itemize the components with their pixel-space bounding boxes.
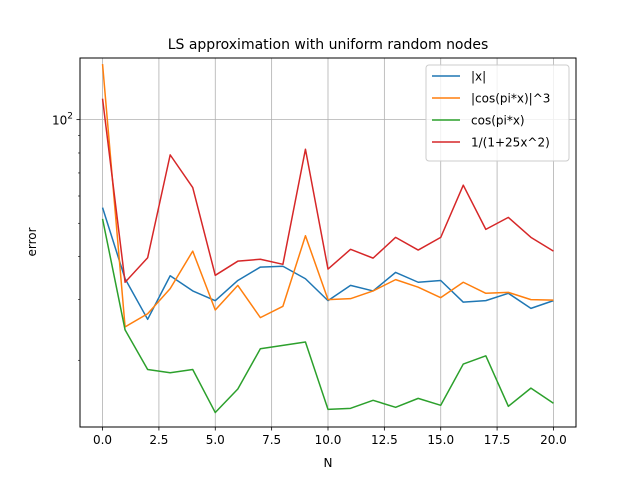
x-tick-label: 15.0 <box>427 433 454 447</box>
chart-title: LS approximation with uniform random nod… <box>168 37 489 53</box>
y-axis-label: error <box>25 227 39 256</box>
series-line-0 <box>101 207 554 321</box>
x-tick-label: 12.5 <box>371 433 398 447</box>
y-axis: 102 <box>52 112 80 361</box>
series-line-2 <box>101 218 554 414</box>
legend: |x| |cos(pi*x)|^3 cos(pi*x) 1/(1+25x^2) <box>425 64 570 162</box>
x-axis: 0.0 2.5 5.0 7.5 10.0 12.5 15.0 17.5 20.0 <box>93 427 567 447</box>
series-line-3 <box>101 98 554 283</box>
x-tick-label: 7.5 <box>262 433 281 447</box>
x-tick-label: 0.0 <box>93 433 112 447</box>
legend-label: |cos(pi*x)|^3 <box>471 92 550 106</box>
x-tick-label: 20.0 <box>540 433 567 447</box>
x-tick-label: 17.5 <box>484 433 511 447</box>
x-tick-label: 2.5 <box>149 433 168 447</box>
legend-label: 1/(1+25x^2) <box>471 136 550 150</box>
legend-label: cos(pi*x) <box>471 114 525 128</box>
x-tick-label: 10.0 <box>315 433 342 447</box>
legend-box <box>425 64 570 162</box>
series-lines <box>101 63 554 414</box>
x-tick-label: 5.0 <box>206 433 225 447</box>
legend-label: |x| <box>471 70 486 84</box>
x-axis-label: N <box>324 456 333 470</box>
y-tick-label: 102 <box>52 112 73 128</box>
series-line-1 <box>101 63 554 328</box>
